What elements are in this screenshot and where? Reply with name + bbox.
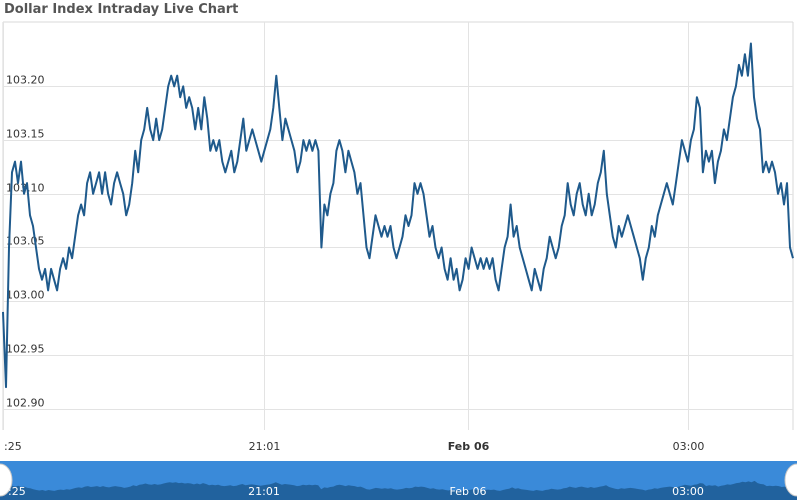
grid-lines (2, 21, 794, 430)
x-tick-label: :25 (4, 440, 22, 453)
navigator-right-handle[interactable] (784, 463, 797, 497)
y-tick-label: 103.20 (6, 74, 45, 87)
x-tick-label: 21:01 (249, 440, 281, 453)
navigator-label: 03:00 (672, 485, 704, 498)
navigator-label: :25 (8, 485, 26, 498)
y-tick-label: 102.95 (6, 343, 45, 356)
y-axis-tick-labels: 102.90102.95103.00103.05103.10103.15103.… (6, 74, 45, 410)
navigator-area (0, 480, 797, 500)
y-tick-label: 103.15 (6, 128, 45, 141)
x-tick-label: 03:00 (673, 440, 705, 453)
series-line (2, 42, 794, 389)
plot-area (2, 42, 794, 389)
navigator-left-handle[interactable] (0, 463, 13, 497)
y-tick-label: 102.90 (6, 397, 45, 410)
navigator-label: 21:01 (248, 485, 280, 498)
y-tick-label: 103.05 (6, 235, 45, 248)
chart-title: Dollar Index Intraday Live Chart (4, 2, 239, 17)
navigator-label: Feb 06 (450, 485, 487, 498)
x-axis-tick-labels: :25 21:01 Feb 06 03:00 (4, 440, 704, 453)
time-navigator[interactable]: :25 21:01 Feb 06 03:00 (0, 461, 797, 500)
y-tick-label: 103.00 (6, 289, 45, 302)
x-tick-label: Feb 06 (448, 440, 490, 453)
